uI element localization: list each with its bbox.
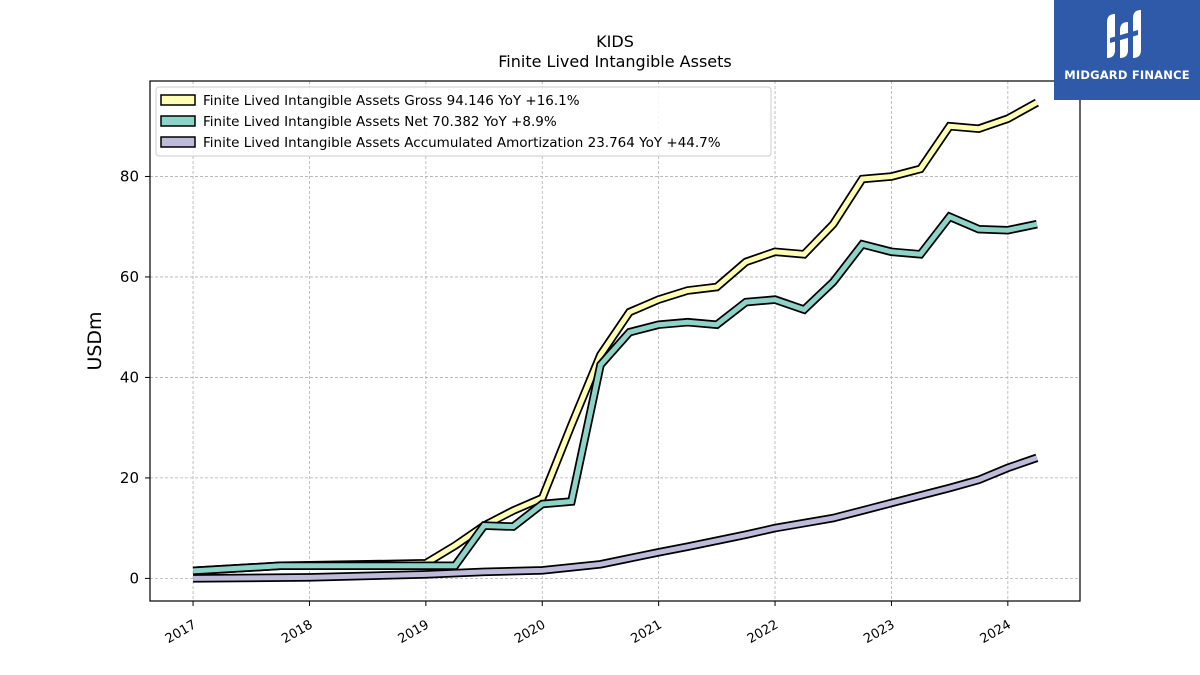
legend-label: Finite Lived Intangible Assets Gross 94.… [203,93,580,109]
series-lines [192,98,1039,583]
brand-logo: MIDGARD FINANCE [1054,0,1200,100]
x-tick-label: 2021 [628,617,664,647]
x-axis: 2017 2018 2019 2020 2021 2022 2023 2024 [163,601,1014,647]
x-tick-label: 2017 [163,617,199,647]
y-tick-label: 60 [120,268,139,286]
y-tick-label: 20 [120,469,139,487]
x-tick-label: 2020 [512,617,548,647]
y-tick-label: 0 [129,569,139,587]
legend-label: Finite Lived Intangible Assets Net 70.38… [203,114,557,130]
y-tick-label: 40 [120,368,139,386]
series-line-2 [193,453,1039,583]
legend-box [155,86,772,157]
legend-swatch [160,136,196,148]
legend-swatch [160,94,196,106]
y-axis-label: USDm [84,311,106,370]
x-tick-label: 2024 [978,617,1014,647]
x-tick-label: 2022 [745,617,781,647]
legend-label: Finite Lived Intangible Assets Accumulat… [203,135,721,151]
plot-frame [149,80,1081,602]
y-axis: 0 20 40 60 80 [120,167,150,587]
legend: Finite Lived Intangible Assets Gross 94.… [155,86,772,157]
legend-swatch [160,115,196,127]
x-tick-label: 2019 [396,617,432,647]
y-tick-label: 80 [120,167,139,185]
chart-title: KIDS [596,32,634,51]
series-line-1 [192,211,1038,576]
series-line-stroke [192,213,1038,574]
x-tick-label: 2018 [279,617,315,647]
chart-subtitle: Finite Lived Intangible Assets [498,52,731,71]
brand-name: MIDGARD FINANCE [1064,68,1190,82]
midgard-monogram-icon [1107,10,1141,58]
series-line-stroke [193,455,1038,581]
grid [150,81,1080,601]
x-tick-label: 2023 [861,617,897,647]
series-line-outline [192,211,1038,576]
